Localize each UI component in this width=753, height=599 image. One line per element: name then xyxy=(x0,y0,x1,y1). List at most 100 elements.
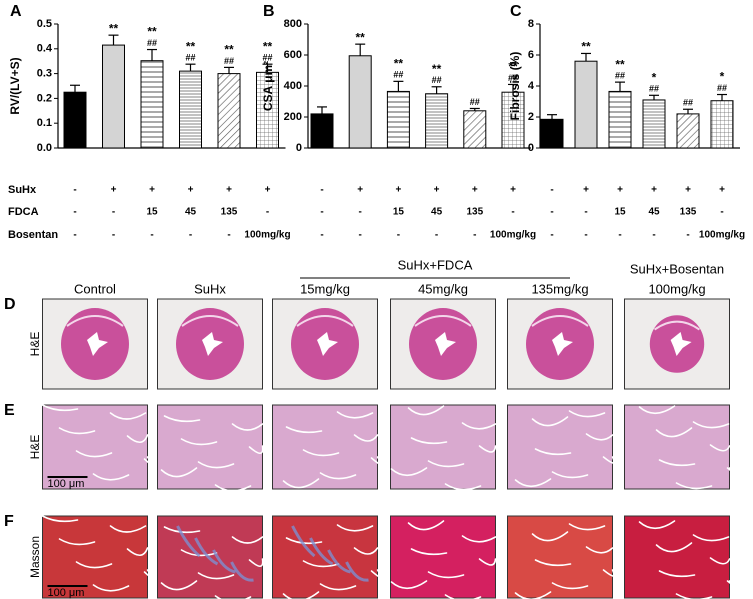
row-label: H&E xyxy=(28,435,42,460)
treatment-value: - xyxy=(550,207,553,218)
tissue-gap xyxy=(126,434,149,444)
panel-letter: F xyxy=(4,513,14,530)
treatment-value: 135 xyxy=(680,207,697,218)
collagen xyxy=(230,561,254,582)
tissue-gap xyxy=(655,542,693,553)
micrograph-bg xyxy=(624,515,730,599)
treatment-value: - xyxy=(73,185,76,196)
tissue-gap xyxy=(602,569,615,577)
tissue-gap xyxy=(336,411,374,419)
significance-label: ## xyxy=(224,56,234,66)
tissue-gap xyxy=(282,591,320,599)
heart-rim xyxy=(296,315,354,327)
tissue-gap xyxy=(692,421,730,429)
tissue-gap xyxy=(726,467,737,475)
significance-label: ## xyxy=(185,53,195,63)
y-tick-label: 0.5 xyxy=(37,18,52,30)
group-header: SuHx+Bosentan xyxy=(630,261,724,276)
bar xyxy=(386,90,410,149)
collagen xyxy=(194,537,219,566)
treatment-value: + xyxy=(111,185,117,196)
tissue-gap xyxy=(709,444,731,452)
significance-label: ## xyxy=(508,73,518,83)
significance-label: ## xyxy=(432,75,442,85)
tissue-gap xyxy=(638,520,676,530)
y-tick-label: 0.4 xyxy=(37,43,53,55)
significance-label: ## xyxy=(717,83,727,93)
tissue-gap xyxy=(180,438,218,446)
tissue-gap xyxy=(390,580,428,590)
tissue-gap xyxy=(126,547,149,557)
column-header: SuHx xyxy=(194,281,226,296)
heart-lumen xyxy=(435,332,456,356)
heart-lumen xyxy=(670,332,692,356)
column-header: 15mg/kg xyxy=(300,281,350,296)
micrograph-bg xyxy=(42,515,148,599)
treatment-value: + xyxy=(651,185,657,196)
treatment-value: - xyxy=(320,230,323,241)
tissue-gap xyxy=(709,557,731,565)
column-header: 100mg/kg xyxy=(648,281,705,296)
tissue-gap xyxy=(353,547,379,555)
tissue-gap xyxy=(75,450,113,458)
tissue-gap xyxy=(58,538,96,546)
tissue-gap xyxy=(551,582,589,590)
treatment-value: - xyxy=(473,230,476,241)
tissue-gap xyxy=(92,473,130,481)
tissue-gap xyxy=(514,478,552,488)
tissue-gap xyxy=(390,467,428,477)
tissue-gap xyxy=(370,569,382,579)
collagen xyxy=(212,549,236,574)
tissue-gap xyxy=(92,584,130,592)
tissue-gap xyxy=(319,583,357,591)
tissue-gap xyxy=(143,456,154,467)
tissue-gap xyxy=(41,515,79,523)
tissue-gap xyxy=(531,531,569,542)
treatment-label: FDCA xyxy=(8,206,39,218)
y-tick-label: 600 xyxy=(284,49,302,61)
treatment-value: 45 xyxy=(431,207,443,218)
tissue-gap xyxy=(285,426,323,434)
treatment-value: + xyxy=(434,185,440,196)
y-tick-label: 400 xyxy=(284,80,302,92)
treatment-value: - xyxy=(618,230,621,241)
treatment-value: + xyxy=(719,185,725,196)
bar xyxy=(540,118,564,149)
tissue-gap xyxy=(58,427,96,435)
tissue-gap xyxy=(231,536,264,544)
micrograph xyxy=(390,298,496,390)
significance-label: ## xyxy=(147,38,157,48)
significance-label: ** xyxy=(394,57,404,71)
heart-lumen xyxy=(202,332,223,356)
significance-label: ** xyxy=(581,40,591,54)
column-header: Control xyxy=(74,281,116,296)
tissue-gap xyxy=(638,405,676,415)
treatment-value: 100mg/kg xyxy=(490,230,536,241)
treatment-value: - xyxy=(359,230,362,241)
tissue-gap xyxy=(534,559,572,567)
micrograph-bg xyxy=(507,404,613,490)
micrograph: 100 μm xyxy=(41,515,154,599)
treatment-label: Bosentan xyxy=(8,229,58,241)
tissue-gap xyxy=(675,593,713,599)
y-tick-label: 200 xyxy=(284,111,302,123)
treatment-value: - xyxy=(686,230,689,241)
column-header: 135mg/kg xyxy=(531,281,588,296)
treatment-value: - xyxy=(550,230,553,241)
treatment-value: 100mg/kg xyxy=(244,230,290,241)
tissue-gap xyxy=(160,580,198,591)
row-label: Masson xyxy=(28,536,42,578)
treatment-value: - xyxy=(112,207,115,218)
y-tick-label: 0.0 xyxy=(37,142,52,154)
treatment-value: + xyxy=(226,185,232,196)
collagen xyxy=(309,537,334,566)
significance-label: ## xyxy=(393,70,403,80)
micrograph xyxy=(624,404,737,490)
tissue-gap xyxy=(658,459,696,467)
treatment-value: 45 xyxy=(185,207,197,218)
treatment-value: - xyxy=(652,230,655,241)
bar xyxy=(501,91,525,149)
y-tick-label: 0 xyxy=(528,142,534,154)
tissue-gap xyxy=(231,423,264,431)
tissue-gap xyxy=(302,449,340,457)
